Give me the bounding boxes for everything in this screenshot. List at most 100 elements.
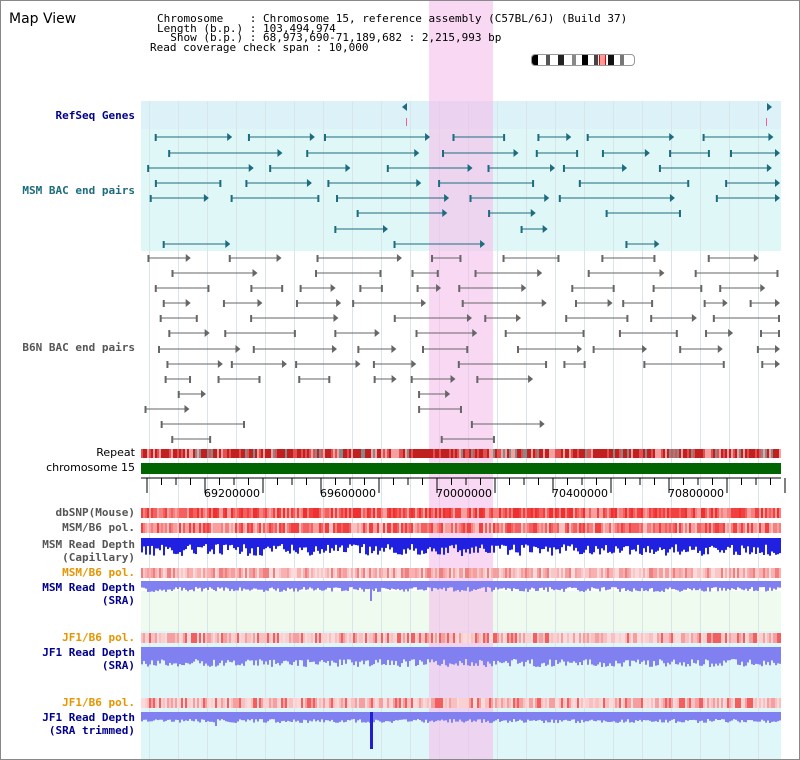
depth-bar <box>537 647 539 667</box>
repeat-segment <box>599 449 601 458</box>
heat-cell <box>421 698 423 708</box>
repeat-segment <box>777 449 779 458</box>
heat-cell <box>251 568 253 578</box>
heat-cell <box>281 523 283 533</box>
heat-cell <box>661 523 663 533</box>
pair-end <box>487 165 490 172</box>
depth-bar <box>331 647 333 661</box>
depth-bar <box>291 712 293 723</box>
chromosome-ideogram[interactable] <box>531 54 635 66</box>
heat-cell <box>743 568 745 578</box>
pair-arrow <box>421 299 427 307</box>
depth-bar <box>163 538 165 556</box>
heat-cell <box>571 523 573 533</box>
repeat-segment <box>327 449 329 458</box>
repeat-segment <box>371 449 373 458</box>
heat-cell <box>329 568 331 578</box>
depth-bar <box>547 647 549 665</box>
heat-cell <box>561 568 563 578</box>
heat-cell <box>305 633 307 643</box>
heat-cell <box>597 523 599 533</box>
depth-bar <box>317 538 319 551</box>
heat-cell <box>425 698 427 708</box>
depth-bar <box>161 712 163 720</box>
heat-cell <box>683 508 685 518</box>
depth-bar <box>359 647 361 662</box>
depth-bar <box>201 538 203 548</box>
depth-bar <box>575 712 577 723</box>
heat-cell <box>663 523 665 533</box>
pair-arrow <box>276 254 282 262</box>
repeat-segment <box>391 449 393 458</box>
heat-cell <box>579 633 581 643</box>
jf1-pol-label: JF1/B6 pol. <box>62 631 135 644</box>
depth-bar <box>689 581 691 589</box>
heat-cell <box>275 698 277 708</box>
depth-bar <box>365 538 367 555</box>
heat-cell <box>615 698 617 708</box>
heat-cell <box>395 508 397 518</box>
repeat-segment <box>321 449 323 458</box>
depth-bar <box>441 647 443 664</box>
heat-cell <box>313 698 315 708</box>
heat-cell <box>301 523 303 533</box>
repeat-segment <box>653 449 655 458</box>
depth-bar <box>571 581 573 589</box>
heat-cell <box>669 508 671 518</box>
depth-bar <box>739 712 741 723</box>
depth-bar <box>211 581 213 589</box>
depth-bar <box>733 712 735 720</box>
depth-bar <box>567 647 569 662</box>
depth-bar <box>765 538 767 545</box>
pair-end <box>306 150 309 157</box>
heat-cell <box>439 568 441 578</box>
depth-bar <box>507 712 509 723</box>
depth-bar <box>299 538 301 548</box>
heat-cell <box>493 508 495 518</box>
heat-cell <box>367 568 369 578</box>
heat-cell <box>439 508 441 518</box>
repeat-segment <box>271 449 273 458</box>
heat-cell <box>775 523 777 533</box>
heat-cell <box>519 698 521 708</box>
heat-cell <box>215 508 217 518</box>
heat-cell <box>687 568 689 578</box>
repeat-segment <box>147 449 149 458</box>
heat-cell <box>425 523 427 533</box>
depth-bar <box>573 647 575 662</box>
heat-cell <box>595 508 597 518</box>
heat-cell <box>143 508 145 518</box>
heat-cell <box>191 568 193 578</box>
depth-bar <box>261 581 263 590</box>
depth-bar <box>671 538 673 548</box>
heat-cell <box>473 508 475 518</box>
depth-bar <box>671 647 673 662</box>
refseq-gene-arrow <box>767 103 772 111</box>
heat-cell <box>453 508 455 518</box>
depth-bar <box>703 647 705 665</box>
depth-bar <box>769 647 771 666</box>
depth-bar <box>157 712 159 721</box>
depth-bar <box>663 647 665 664</box>
heat-cell <box>345 633 347 643</box>
pair-arrow <box>521 284 527 292</box>
depth-bar <box>641 581 643 589</box>
pair-end <box>224 330 227 337</box>
repeat-segment <box>613 449 615 458</box>
msm-depth-sra-sub: (SRA) <box>101 594 135 607</box>
depth-bar <box>775 712 777 722</box>
heat-cell <box>159 508 161 518</box>
heat-cell <box>245 698 247 708</box>
highlight-region[interactable] <box>429 1 493 759</box>
heat-cell <box>585 508 587 518</box>
depth-bar <box>261 712 263 720</box>
heat-cell <box>497 633 499 643</box>
depth-bar <box>253 581 255 589</box>
depth-bar <box>267 538 269 547</box>
depth-bar <box>603 538 605 551</box>
repeat-segment <box>171 449 173 458</box>
depth-bar <box>513 647 515 660</box>
depth-bar <box>737 581 739 588</box>
heat-cell <box>535 523 537 533</box>
